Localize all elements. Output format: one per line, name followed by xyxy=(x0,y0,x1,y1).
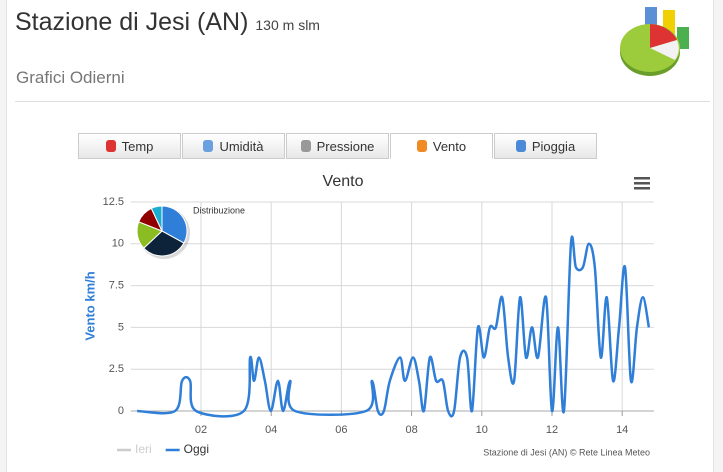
credits: Stazione di Jesi (AN) © Rete Linea Meteo xyxy=(483,447,650,457)
title-text: Stazione di Jesi (AN) xyxy=(15,8,249,36)
legend-item[interactable]: Oggi xyxy=(165,442,209,456)
tab-icon xyxy=(203,140,214,152)
chart-title: Vento xyxy=(323,173,364,190)
y-axis-title: Vento km/h xyxy=(82,271,97,340)
chart: Vento Vento km/h Stazione di Jesi (AN) ©… xyxy=(82,173,654,457)
menu-button[interactable] xyxy=(634,177,650,190)
tab-label: Umidità xyxy=(219,138,264,154)
x-tick-label: 14 xyxy=(616,424,628,436)
tab-icon xyxy=(416,140,427,152)
pie-slice xyxy=(143,230,185,257)
tab-bar: Temp Umidità Pressione Vento Pioggia xyxy=(78,133,598,159)
panel xyxy=(6,0,714,472)
tab-icon xyxy=(105,140,116,152)
tab[interactable]: Temp xyxy=(78,133,181,159)
x-tick-label: 04 xyxy=(265,424,277,436)
y-tick-label: 0 xyxy=(118,405,124,417)
station-title: Stazione di Jesi (AN) 130 m slm xyxy=(15,8,320,37)
tab-icon xyxy=(300,140,311,152)
series-line xyxy=(137,235,651,418)
tab-icon xyxy=(515,140,526,152)
tab[interactable]: Vento xyxy=(390,133,493,159)
y-tick-label: 12.5 xyxy=(103,196,124,208)
legend-item[interactable]: Ieri xyxy=(117,442,152,456)
x-tick-label: 08 xyxy=(405,424,417,436)
tab-label: Pioggia xyxy=(531,138,576,154)
legend-label: Ieri xyxy=(135,442,152,456)
divider xyxy=(15,101,710,102)
x-tick-label: 10 xyxy=(476,424,488,436)
legend-label: Oggi xyxy=(184,442,209,456)
subtitle: Grafici Odierni xyxy=(16,68,125,87)
tab[interactable]: Umidità xyxy=(182,133,285,159)
logo-icon xyxy=(620,7,689,76)
tab-label: Pressione xyxy=(316,138,375,154)
y-tick-label: 2.5 xyxy=(109,363,124,375)
tab[interactable]: Pioggia xyxy=(494,133,597,159)
pie-slice xyxy=(161,205,188,244)
y-tick-label: 10 xyxy=(112,238,124,250)
tab-label: Vento xyxy=(432,138,467,154)
tab[interactable]: Pressione xyxy=(286,133,389,159)
y-tick-label: 7.5 xyxy=(109,280,124,292)
pie-title: Distribuzione xyxy=(193,205,245,215)
tab-label: Temp xyxy=(121,138,154,154)
x-tick-label: 12 xyxy=(546,424,558,436)
pie-slice xyxy=(150,205,163,232)
altitude: 130 m slm xyxy=(255,17,320,33)
y-tick-label: 5 xyxy=(118,321,124,333)
x-tick-label: 06 xyxy=(335,424,347,436)
x-tick-label: 02 xyxy=(195,424,207,436)
